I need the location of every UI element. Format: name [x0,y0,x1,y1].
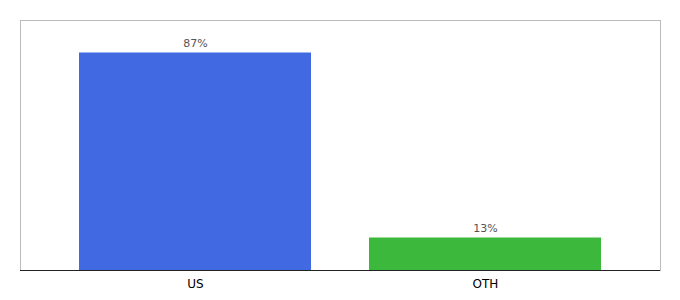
svg-text:US: US [187,277,203,291]
svg-text:13%: 13% [473,222,497,235]
svg-text:87%: 87% [183,37,207,50]
svg-text:OTH: OTH [473,277,499,291]
